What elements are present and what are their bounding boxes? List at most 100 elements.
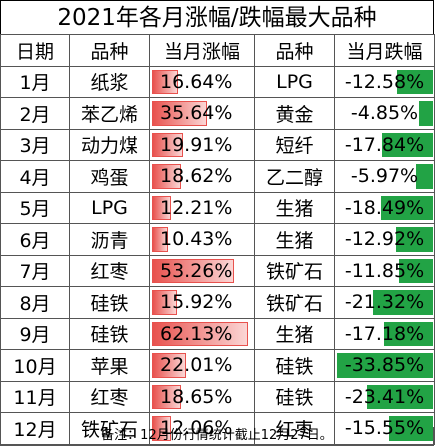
- month-cell: 11月: [0, 380, 70, 413]
- up-name-cell: 沥青: [69, 223, 150, 256]
- up-value-cell: 16.64%: [149, 65, 255, 98]
- month-cell: 4月: [0, 160, 70, 193]
- up-value: 35.64%: [160, 102, 233, 125]
- month-cell: 10月: [0, 349, 70, 382]
- table-row: 3月 动力煤 19.91% 短纤 -17.84%: [0, 128, 435, 161]
- down-value: -17.84%: [344, 133, 425, 156]
- down-bar: [337, 353, 433, 378]
- up-value-cell: 35.64%: [149, 97, 255, 130]
- up-value: 22.01%: [160, 354, 233, 377]
- up-bar: [152, 258, 235, 283]
- header-up-value: 当月涨幅: [149, 34, 255, 67]
- down-value: -33.85%: [344, 354, 425, 377]
- down-value: -11.85%: [344, 259, 425, 282]
- down-value: -18.49%: [344, 196, 425, 219]
- up-name-cell: 红枣: [69, 254, 150, 287]
- up-bar: [152, 101, 208, 126]
- month-cell: 5月: [0, 191, 70, 224]
- down-bar: [384, 321, 433, 346]
- down-value-cell: -18.49%: [334, 191, 435, 224]
- down-value-cell: -12.58%: [334, 65, 435, 98]
- down-value: -15.55%: [344, 417, 425, 440]
- up-value: 12.21%: [160, 196, 233, 219]
- down-bar: [372, 290, 433, 315]
- down-value-cell: -21.32%: [334, 286, 435, 319]
- up-bar: [152, 290, 177, 315]
- header-row: 日期 品种 当月涨幅 品种 当月跌幅: [0, 34, 435, 67]
- up-value-cell: 12.21%: [149, 191, 255, 224]
- up-value-cell: 53.26%: [149, 254, 255, 287]
- down-name-cell: 生猪: [254, 191, 335, 224]
- down-value: -17.18%: [344, 322, 425, 345]
- down-name-cell: 铁矿石: [254, 254, 335, 287]
- up-value: 10.43%: [160, 228, 233, 251]
- down-value-cell: -11.85%: [334, 254, 435, 287]
- down-value-cell: -33.85%: [334, 349, 435, 382]
- up-value: 12.06%: [160, 417, 233, 440]
- down-bar: [419, 101, 433, 126]
- table-row: 7月 红枣 53.26% 铁矿石 -11.85%: [0, 254, 435, 287]
- up-bar: [152, 195, 171, 220]
- up-bar: [152, 321, 248, 346]
- down-bar: [396, 227, 433, 252]
- down-value-cell: -12.92%: [334, 223, 435, 256]
- up-value: 15.92%: [160, 291, 233, 314]
- month-cell: 7月: [0, 254, 70, 287]
- up-name-cell: 硅铁: [69, 286, 150, 319]
- down-bar: [380, 195, 433, 220]
- down-name-cell: 硅铁: [254, 349, 335, 382]
- down-bar: [388, 416, 433, 441]
- up-value: 62.13%: [160, 322, 233, 345]
- down-name-cell: 硅铁: [254, 380, 335, 413]
- table-row: 8月 硅铁 15.92% 铁矿石 -21.32%: [0, 286, 435, 319]
- month-cell: 3月: [0, 128, 70, 161]
- down-name-cell: 铁矿石: [254, 286, 335, 319]
- down-value-cell: -15.55%: [334, 412, 435, 445]
- up-value-cell: 62.13%: [149, 317, 255, 350]
- down-bar: [397, 69, 433, 94]
- up-value: 16.64%: [160, 70, 233, 93]
- table-row: 4月 鸡蛋 18.62% 乙二醇 -5.97%: [0, 160, 435, 193]
- table-title: 2021年各月涨幅/跌幅最大品种: [0, 0, 434, 34]
- down-value: -23.41%: [344, 385, 425, 408]
- up-value-cell: 18.65%: [149, 380, 255, 413]
- down-name-cell: 乙二醇: [254, 160, 335, 193]
- month-cell: 6月: [0, 223, 70, 256]
- up-value: 53.26%: [160, 259, 233, 282]
- up-bar: [152, 69, 178, 94]
- month-cell: 2月: [0, 97, 70, 130]
- down-name-cell: LPG: [254, 65, 335, 98]
- down-value-cell: -23.41%: [334, 380, 435, 413]
- up-value-cell: 19.91%: [149, 128, 255, 161]
- down-bar: [382, 132, 433, 157]
- up-name-cell: 纸浆: [69, 65, 150, 98]
- down-name-cell: 生猪: [254, 223, 335, 256]
- up-name-cell: 硅铁: [69, 317, 150, 350]
- down-value: -12.58%: [344, 70, 425, 93]
- down-value: -12.92%: [344, 228, 425, 251]
- down-value: -5.97%: [350, 165, 419, 188]
- header-down-value: 当月跌幅: [334, 34, 435, 67]
- table-row: 2月 苯乙烯 35.64% 黄金 -4.85%: [0, 97, 435, 130]
- down-bar: [399, 258, 433, 283]
- table-row: 5月 LPG 12.21% 生猪 -18.49%: [0, 191, 435, 224]
- up-value-cell: 18.62%: [149, 160, 255, 193]
- up-name-cell: 鸡蛋: [69, 160, 150, 193]
- up-bar: [152, 227, 169, 252]
- up-value-cell: 22.01%: [149, 349, 255, 382]
- down-name-cell: 短纤: [254, 128, 335, 161]
- up-value: 19.91%: [160, 133, 233, 156]
- table-row: 10月 苹果 22.01% 硅铁 -33.85%: [0, 349, 435, 382]
- down-bar: [366, 384, 433, 409]
- table-row: 12月 铁矿石 12.06% 红枣 -15.55%: [0, 412, 435, 445]
- down-value-cell: -17.84%: [334, 128, 435, 161]
- up-name-cell: 苯乙烯: [69, 97, 150, 130]
- table-row: 1月 纸浆 16.64% LPG -12.58%: [0, 65, 435, 98]
- up-name-cell: 铁矿石: [69, 412, 150, 445]
- down-value-cell: -17.18%: [334, 317, 435, 350]
- month-cell: 8月: [0, 286, 70, 319]
- up-bar: [152, 416, 171, 441]
- down-value: -4.85%: [350, 102, 419, 125]
- up-bar: [152, 164, 181, 189]
- down-value-cell: -4.85%: [334, 97, 435, 130]
